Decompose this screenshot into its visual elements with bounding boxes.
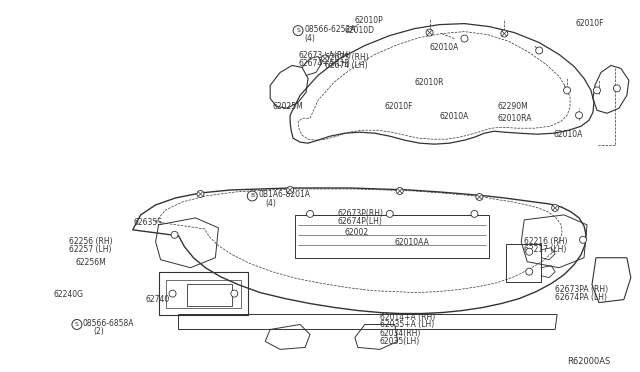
Text: 62674PA (LH): 62674PA (LH)	[555, 293, 607, 302]
Text: 62010RA: 62010RA	[497, 114, 532, 123]
Text: 62010F: 62010F	[575, 19, 604, 28]
Text: 62010R: 62010R	[415, 78, 444, 87]
Text: (4): (4)	[265, 199, 276, 208]
Circle shape	[426, 29, 433, 36]
Text: 62010F: 62010F	[385, 102, 413, 111]
Text: 62257 (LH): 62257 (LH)	[69, 245, 111, 254]
Text: B: B	[250, 193, 254, 199]
Circle shape	[575, 112, 582, 119]
Circle shape	[580, 236, 586, 243]
Text: 62740: 62740	[146, 295, 170, 304]
Text: 0B1A6-8201A: 0B1A6-8201A	[258, 190, 310, 199]
Text: 62673 (RH): 62673 (RH)	[325, 52, 369, 61]
Text: 62025M: 62025M	[272, 102, 303, 111]
Text: 62674+A(LH): 62674+A(LH)	[298, 60, 350, 68]
Text: 62035(LH): 62035(LH)	[380, 337, 420, 346]
Text: 62035+A (LH): 62035+A (LH)	[380, 321, 434, 330]
Circle shape	[307, 211, 314, 217]
Text: 62010D: 62010D	[345, 26, 375, 35]
Text: 62010A: 62010A	[429, 42, 459, 52]
Circle shape	[461, 35, 468, 42]
Text: 62256M: 62256M	[76, 258, 107, 267]
Circle shape	[287, 186, 294, 193]
Text: 62010AA: 62010AA	[395, 238, 429, 247]
Circle shape	[171, 231, 178, 238]
Text: 62010A: 62010A	[440, 112, 469, 121]
Circle shape	[231, 290, 238, 297]
Text: 62010A: 62010A	[553, 130, 582, 139]
Text: S: S	[296, 28, 300, 33]
Text: 62673+A(RH): 62673+A(RH)	[298, 51, 351, 60]
Text: 62240G: 62240G	[53, 290, 83, 299]
Text: R62000AS: R62000AS	[567, 357, 611, 366]
Text: 62673PA (RH): 62673PA (RH)	[555, 285, 608, 294]
Circle shape	[552, 205, 559, 211]
Circle shape	[593, 87, 600, 94]
Circle shape	[321, 55, 328, 62]
Circle shape	[197, 190, 204, 198]
Text: 62674P(LH): 62674P(LH)	[338, 217, 383, 226]
Text: 62010P: 62010P	[355, 16, 383, 25]
Text: 62635S: 62635S	[134, 218, 163, 227]
Text: 62290M: 62290M	[497, 102, 528, 111]
Text: (4): (4)	[304, 33, 315, 42]
Text: 62216 (RH): 62216 (RH)	[524, 237, 568, 246]
Text: 08566-6858A: 08566-6858A	[83, 318, 134, 327]
Text: 62673P(RH): 62673P(RH)	[338, 209, 384, 218]
Text: 62014+A (RH): 62014+A (RH)	[380, 312, 435, 321]
Circle shape	[396, 187, 403, 195]
Text: 62217 (LH): 62217 (LH)	[524, 245, 566, 254]
Circle shape	[613, 85, 620, 92]
Text: 62256 (RH): 62256 (RH)	[69, 237, 113, 246]
Text: 62002: 62002	[345, 228, 369, 237]
Circle shape	[471, 211, 478, 217]
Circle shape	[525, 268, 532, 275]
Circle shape	[525, 248, 532, 255]
Circle shape	[536, 47, 543, 54]
Circle shape	[169, 290, 176, 297]
Text: 62674 (LH): 62674 (LH)	[325, 61, 367, 70]
Text: 62034(RH): 62034(RH)	[380, 330, 421, 339]
Circle shape	[501, 30, 508, 37]
Text: 08566-6252A: 08566-6252A	[304, 25, 356, 33]
Text: S: S	[75, 322, 79, 327]
Circle shape	[387, 211, 393, 217]
Circle shape	[476, 193, 483, 201]
Text: (2): (2)	[94, 327, 104, 336]
Circle shape	[564, 87, 571, 94]
